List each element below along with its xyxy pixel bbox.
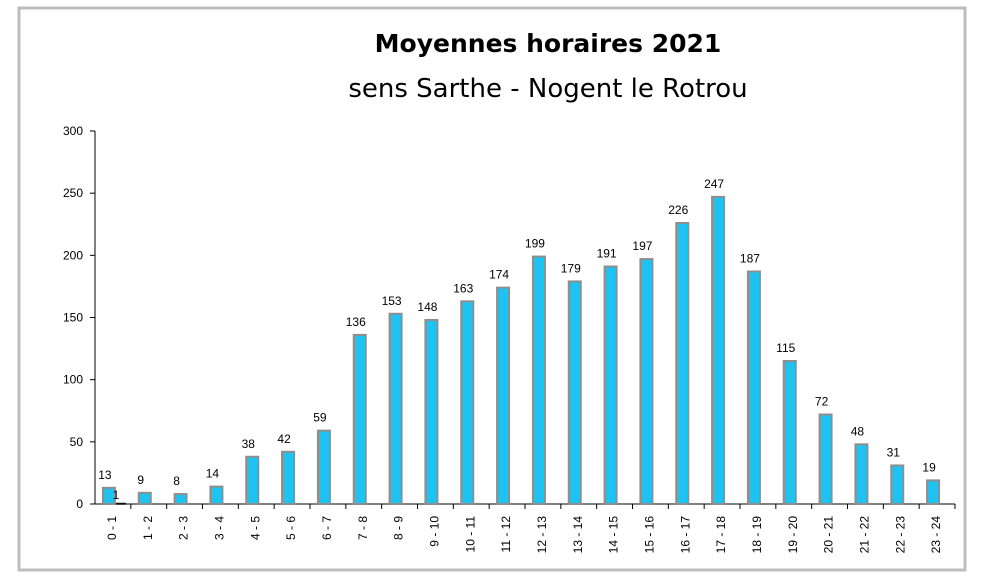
bar <box>603 265 618 506</box>
x-tick-label: 23 - 24 <box>929 516 943 554</box>
value-label: 59 <box>313 411 327 425</box>
x-tick-label: 21 - 22 <box>857 516 871 554</box>
value-label: 48 <box>851 424 865 438</box>
bar <box>101 486 116 506</box>
y-tick-label: 200 <box>63 248 83 262</box>
bar <box>567 280 582 505</box>
chart-subtitle: sens Sarthe - Nogent le Rotrou <box>348 74 747 104</box>
bar <box>388 312 403 505</box>
bar <box>424 318 439 505</box>
value-label: 42 <box>277 432 291 446</box>
y-tick-label: 100 <box>63 373 83 387</box>
chart-title: Moyennes horaires 2021 <box>375 29 722 58</box>
value-label: 9 <box>137 473 144 487</box>
bar <box>173 493 188 506</box>
x-tick-label: 1 - 2 <box>141 516 155 540</box>
bar <box>352 333 367 506</box>
value-label: 163 <box>453 281 473 295</box>
value-label: 179 <box>561 261 581 275</box>
value-label: 197 <box>632 239 652 253</box>
x-tick-label: 2 - 3 <box>177 516 191 540</box>
y-tick-label: 300 <box>63 124 83 138</box>
x-tick-label: 4 - 5 <box>248 516 262 540</box>
value-label: 174 <box>489 268 509 282</box>
x-tick-label: 15 - 16 <box>642 516 656 554</box>
y-tick-label: 0 <box>76 497 83 511</box>
x-tick-label: 17 - 18 <box>714 516 728 554</box>
value-label: 153 <box>382 294 402 308</box>
x-tick-label: 16 - 17 <box>678 516 692 554</box>
bar <box>115 502 126 505</box>
x-tick-label: 9 - 10 <box>427 516 441 547</box>
x-tick-label: 8 - 9 <box>392 516 406 540</box>
x-tick-label: 19 - 20 <box>786 516 800 554</box>
y-tick-label: 150 <box>63 311 83 325</box>
x-tick-label: 11 - 12 <box>499 516 513 553</box>
bar <box>854 443 869 506</box>
x-tick-label: 3 - 4 <box>212 516 226 540</box>
bar <box>639 258 654 505</box>
frame <box>17 6 967 572</box>
value-label: 199 <box>525 237 545 251</box>
bar <box>782 360 797 505</box>
bar <box>890 464 905 505</box>
y-tick-label: 50 <box>70 435 84 449</box>
x-tick-label: 6 - 7 <box>320 516 334 540</box>
bar <box>496 286 511 505</box>
x-tick-label: 10 - 11 <box>463 516 477 553</box>
bar <box>209 485 224 505</box>
value-label: 38 <box>242 437 256 451</box>
x-tick-label: 0 - 1 <box>105 516 119 540</box>
bar <box>137 491 152 505</box>
value-label: 8 <box>173 474 180 488</box>
value-label: 1 <box>113 488 120 502</box>
x-tick-label: 12 - 13 <box>535 516 549 554</box>
bar <box>281 450 296 505</box>
x-tick-label: 20 - 21 <box>822 516 836 554</box>
y-tick-label: 250 <box>63 186 83 200</box>
value-label: 115 <box>776 341 795 355</box>
value-label: 191 <box>597 247 617 261</box>
x-tick-label: 22 - 23 <box>893 516 907 554</box>
x-tick-label: 13 - 14 <box>571 516 585 554</box>
value-label: 19 <box>922 460 936 474</box>
bar <box>316 429 331 506</box>
bar <box>675 222 690 506</box>
value-label: 14 <box>206 467 220 481</box>
bar <box>711 195 726 505</box>
value-label: 187 <box>740 251 760 265</box>
value-label: 226 <box>668 203 688 217</box>
value-label: 13 <box>98 468 112 482</box>
bar <box>926 479 941 506</box>
x-tick-label: 18 - 19 <box>750 516 764 554</box>
value-label: 136 <box>346 315 366 329</box>
bar <box>531 255 546 505</box>
value-label: 247 <box>704 177 724 191</box>
bar <box>245 455 260 505</box>
bar <box>818 413 833 506</box>
value-label: 31 <box>887 445 901 459</box>
x-tick-label: 14 - 15 <box>607 516 621 554</box>
value-label: 148 <box>417 300 437 314</box>
x-tick-label: 7 - 8 <box>356 516 370 540</box>
bar <box>460 300 475 505</box>
bar <box>746 270 761 505</box>
value-label: 72 <box>815 394 829 408</box>
x-tick-label: 5 - 6 <box>284 516 298 540</box>
